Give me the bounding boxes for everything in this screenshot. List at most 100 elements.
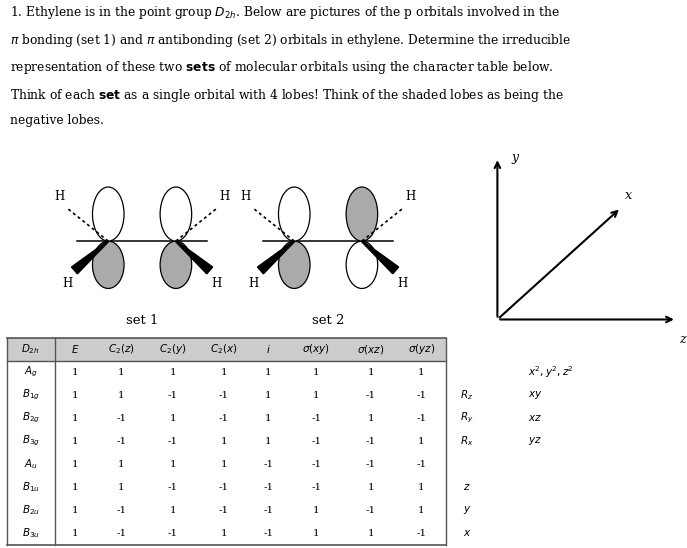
Text: 1: 1 — [221, 368, 227, 376]
Text: $B_{2u}$: $B_{2u}$ — [22, 503, 40, 517]
Text: $y$: $y$ — [462, 504, 471, 516]
Text: $B_{2g}$: $B_{2g}$ — [22, 411, 40, 425]
Text: $C_2(z)$: $C_2(z)$ — [108, 342, 135, 356]
Text: H: H — [63, 277, 73, 290]
Text: 1: 1 — [221, 460, 227, 469]
Text: 1: 1 — [265, 391, 271, 399]
Text: -1: -1 — [365, 460, 376, 469]
Text: $R_x$: $R_x$ — [460, 434, 473, 448]
Text: -1: -1 — [311, 460, 322, 469]
Text: -1: -1 — [263, 460, 273, 469]
Text: 1: 1 — [313, 529, 319, 538]
Text: -1: -1 — [219, 483, 229, 492]
Text: 1: 1 — [418, 368, 425, 376]
Text: -1: -1 — [116, 529, 126, 538]
Text: y: y — [512, 151, 519, 164]
Text: 1: 1 — [72, 437, 78, 446]
Text: H: H — [249, 277, 259, 290]
Text: $B_{1g}$: $B_{1g}$ — [22, 388, 40, 402]
Text: $C_2(x)$: $C_2(x)$ — [210, 342, 238, 356]
Text: $D_{2h}$: $D_{2h}$ — [21, 342, 40, 356]
Text: 1: 1 — [418, 437, 425, 446]
Text: 1: 1 — [368, 414, 374, 423]
Text: 1: 1 — [72, 391, 78, 399]
Ellipse shape — [93, 241, 124, 288]
Text: $\sigma(yz)$: $\sigma(yz)$ — [408, 342, 435, 356]
Ellipse shape — [346, 187, 378, 241]
Text: -1: -1 — [168, 391, 178, 399]
Text: set 1: set 1 — [126, 315, 158, 327]
Text: 1: 1 — [265, 368, 271, 376]
Text: -1: -1 — [263, 506, 273, 515]
Text: $i$: $i$ — [266, 343, 271, 355]
Text: negative lobes.: negative lobes. — [10, 114, 104, 127]
Text: $A_g$: $A_g$ — [24, 365, 38, 379]
Text: $B_{1u}$: $B_{1u}$ — [22, 480, 40, 494]
Text: 1: 1 — [368, 529, 374, 538]
Text: 1: 1 — [72, 460, 78, 469]
Text: $B_{3u}$: $B_{3u}$ — [22, 526, 40, 540]
Text: $C_2(y)$: $C_2(y)$ — [159, 342, 186, 356]
Polygon shape — [71, 241, 109, 274]
Text: -1: -1 — [263, 529, 273, 538]
Text: 1: 1 — [72, 506, 78, 515]
Text: 1: 1 — [368, 368, 374, 376]
Text: $xz$: $xz$ — [528, 413, 543, 423]
Text: -1: -1 — [311, 483, 322, 492]
Text: $\sigma(xz)$: $\sigma(xz)$ — [357, 342, 385, 356]
Text: -1: -1 — [219, 506, 229, 515]
Text: -1: -1 — [263, 483, 273, 492]
Text: $\pi$ bonding (set 1) and $\pi$ antibonding (set 2) orbitals in ethylene. Determ: $\pi$ bonding (set 1) and $\pi$ antibond… — [10, 32, 572, 49]
Text: 1: 1 — [221, 437, 227, 446]
Text: $z$: $z$ — [463, 482, 471, 492]
Text: z: z — [679, 333, 686, 346]
Text: 1: 1 — [265, 414, 271, 423]
Text: 1. Ethylene is in the point group $D_{2h}$. Below are pictures of the p orbitals: 1. Ethylene is in the point group $D_{2h… — [10, 4, 561, 21]
Ellipse shape — [278, 241, 310, 288]
Text: -1: -1 — [168, 529, 178, 538]
Text: -1: -1 — [416, 529, 427, 538]
Text: $R_y$: $R_y$ — [460, 411, 473, 425]
Text: -1: -1 — [365, 437, 376, 446]
Text: 1: 1 — [72, 414, 78, 423]
Text: Think of each $\mathbf{set}$ as a single orbital with 4 lobes! Think of the shad: Think of each $\mathbf{set}$ as a single… — [10, 87, 564, 104]
Text: 1: 1 — [313, 506, 319, 515]
Text: $\sigma(xy)$: $\sigma(xy)$ — [302, 342, 330, 356]
Text: -1: -1 — [168, 437, 178, 446]
Text: -1: -1 — [365, 391, 376, 399]
Ellipse shape — [93, 187, 124, 241]
Text: -1: -1 — [311, 414, 322, 423]
Text: -1: -1 — [116, 437, 126, 446]
Text: -1: -1 — [168, 483, 178, 492]
Text: 1: 1 — [313, 391, 319, 399]
Text: $R_z$: $R_z$ — [460, 388, 473, 402]
Text: -1: -1 — [416, 391, 427, 399]
Polygon shape — [361, 241, 398, 274]
Bar — [7, 338, 447, 361]
Text: 1: 1 — [72, 368, 78, 376]
Text: 1: 1 — [221, 529, 227, 538]
Text: H: H — [397, 277, 407, 290]
Text: 1: 1 — [169, 460, 176, 469]
Text: x: x — [625, 189, 632, 202]
Text: -1: -1 — [416, 460, 427, 469]
Polygon shape — [175, 241, 213, 274]
Text: 1: 1 — [118, 391, 124, 399]
Text: 1: 1 — [265, 437, 271, 446]
Text: 1: 1 — [72, 529, 78, 538]
Text: -1: -1 — [365, 506, 376, 515]
Text: 1: 1 — [169, 368, 176, 376]
Text: $xy$: $xy$ — [528, 389, 543, 401]
Text: H: H — [220, 190, 230, 203]
Text: 1: 1 — [118, 460, 124, 469]
Text: 1: 1 — [118, 483, 124, 492]
Polygon shape — [258, 241, 295, 274]
Text: -1: -1 — [116, 506, 126, 515]
Ellipse shape — [160, 187, 192, 241]
Text: 1: 1 — [72, 483, 78, 492]
Text: 1: 1 — [118, 368, 124, 376]
Text: -1: -1 — [116, 414, 126, 423]
Text: set 2: set 2 — [312, 315, 344, 327]
Text: $E$: $E$ — [71, 343, 80, 355]
Text: -1: -1 — [219, 391, 229, 399]
